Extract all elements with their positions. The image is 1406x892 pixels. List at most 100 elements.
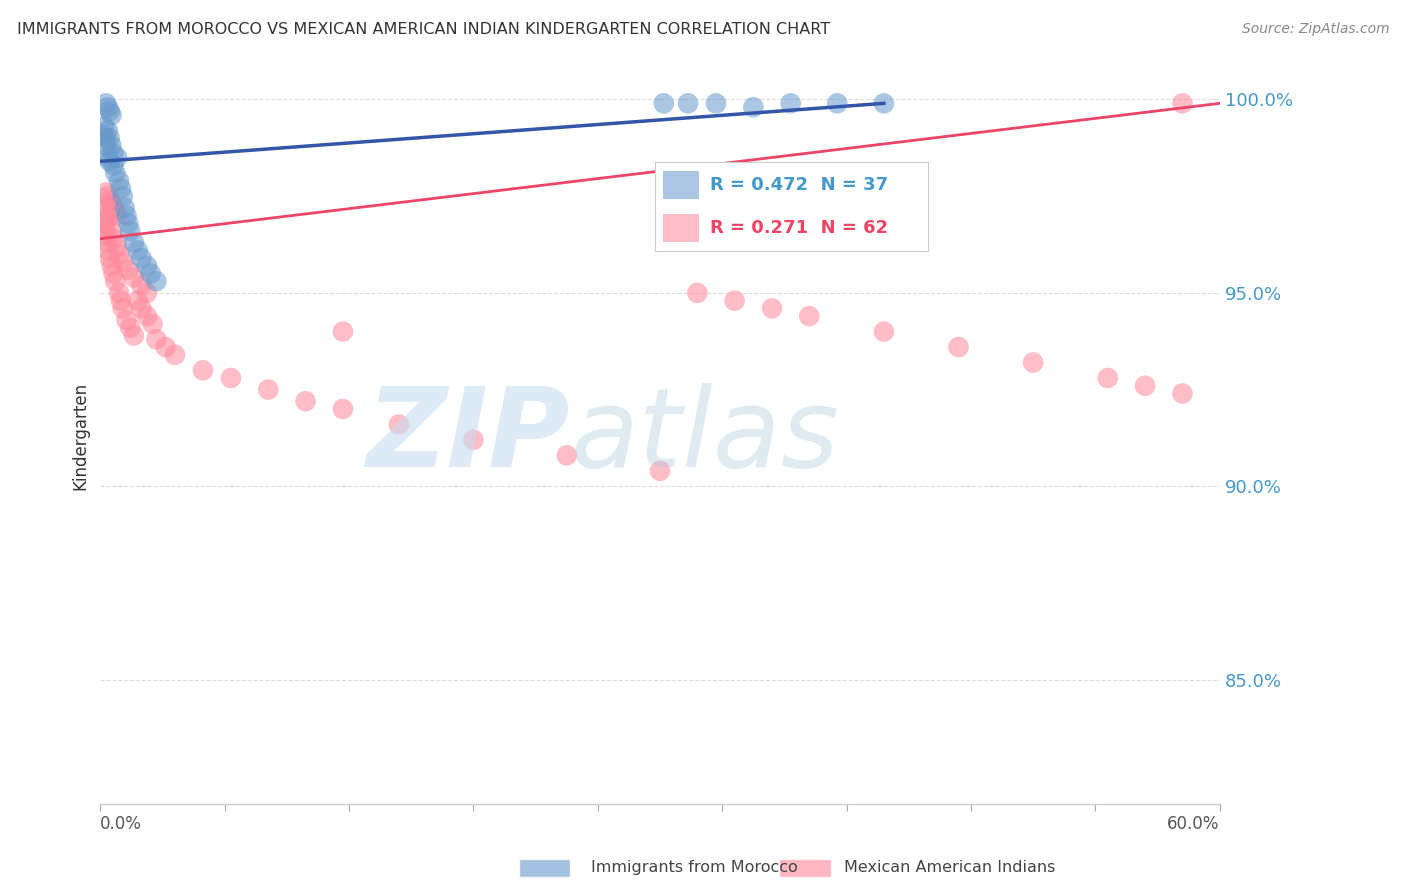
Point — [94, 131, 117, 145]
Point — [98, 251, 121, 265]
Point — [104, 274, 127, 288]
Point — [652, 96, 675, 111]
Point — [219, 371, 242, 385]
Point — [94, 139, 117, 153]
Point — [873, 96, 896, 111]
Point — [97, 189, 120, 203]
Point — [799, 309, 821, 323]
Point — [100, 139, 122, 153]
Point — [91, 201, 114, 215]
Point — [686, 285, 709, 300]
Point — [127, 244, 149, 258]
Point — [120, 320, 142, 334]
Point — [97, 151, 120, 165]
Point — [98, 154, 121, 169]
Point — [103, 232, 125, 246]
Point — [463, 433, 485, 447]
Text: Immigrants from Morocco: Immigrants from Morocco — [591, 860, 797, 874]
Point — [145, 332, 167, 346]
Text: 0.0%: 0.0% — [100, 815, 142, 833]
Point — [93, 216, 115, 230]
Point — [104, 204, 127, 219]
Point — [111, 301, 134, 316]
Point — [131, 278, 153, 293]
Point — [100, 259, 122, 273]
Point — [98, 104, 121, 119]
Point — [97, 244, 120, 258]
Text: 60.0%: 60.0% — [1167, 815, 1220, 833]
Point — [117, 216, 139, 230]
Point — [122, 270, 145, 285]
Text: R = 0.271  N = 62: R = 0.271 N = 62 — [710, 219, 887, 237]
Point — [97, 235, 120, 250]
Point — [294, 394, 316, 409]
Point — [110, 181, 132, 195]
Text: R = 0.472  N = 37: R = 0.472 N = 37 — [710, 177, 887, 194]
Point — [115, 209, 138, 223]
Point — [825, 96, 848, 111]
Point — [779, 96, 801, 111]
Point — [98, 131, 121, 145]
Point — [142, 317, 165, 331]
Point — [332, 325, 354, 339]
Point — [1097, 371, 1119, 385]
Text: IMMIGRANTS FROM MOROCCO VS MEXICAN AMERICAN INDIAN KINDERGARTEN CORRELATION CHAR: IMMIGRANTS FROM MOROCCO VS MEXICAN AMERI… — [17, 22, 830, 37]
Point — [93, 209, 115, 223]
Text: atlas: atlas — [571, 383, 839, 490]
Point — [103, 267, 125, 281]
Point — [103, 146, 125, 161]
Text: ZIP: ZIP — [367, 383, 571, 490]
Point — [127, 293, 149, 308]
Point — [111, 255, 134, 269]
Point — [111, 189, 134, 203]
Point — [139, 267, 162, 281]
Text: Mexican American Indians: Mexican American Indians — [844, 860, 1054, 874]
Bar — [664, 214, 699, 243]
Point — [742, 100, 765, 114]
Point — [98, 193, 121, 207]
Point — [100, 108, 122, 122]
Point — [108, 247, 131, 261]
Point — [103, 201, 125, 215]
Point — [191, 363, 214, 377]
Point — [91, 128, 114, 142]
Point — [155, 340, 177, 354]
Point — [94, 220, 117, 235]
Y-axis label: Kindergarten: Kindergarten — [72, 382, 89, 490]
Point — [120, 224, 142, 238]
Point — [108, 285, 131, 300]
Point — [94, 96, 117, 111]
Point — [110, 293, 132, 308]
Point — [555, 449, 578, 463]
Bar — [664, 171, 699, 200]
Point — [873, 325, 896, 339]
Point — [1171, 96, 1194, 111]
Point — [122, 235, 145, 250]
Point — [94, 227, 117, 242]
Point — [676, 96, 699, 111]
Point — [131, 251, 153, 265]
Point — [94, 186, 117, 200]
Point — [1133, 378, 1156, 392]
Point — [105, 209, 128, 223]
Point — [648, 464, 671, 478]
Point — [388, 417, 411, 432]
Point — [100, 224, 122, 238]
Point — [163, 348, 186, 362]
Text: Source: ZipAtlas.com: Source: ZipAtlas.com — [1241, 22, 1389, 37]
Point — [1022, 355, 1045, 369]
Point — [1171, 386, 1194, 401]
Point — [97, 100, 120, 114]
Point — [100, 197, 122, 211]
Point — [122, 328, 145, 343]
Point — [114, 201, 136, 215]
Point — [98, 209, 121, 223]
Point — [131, 301, 153, 316]
Point — [136, 259, 159, 273]
Point — [104, 166, 127, 180]
Point — [103, 158, 125, 172]
Point — [257, 383, 280, 397]
Point — [93, 120, 115, 134]
Point — [136, 309, 159, 323]
Point — [117, 262, 139, 277]
